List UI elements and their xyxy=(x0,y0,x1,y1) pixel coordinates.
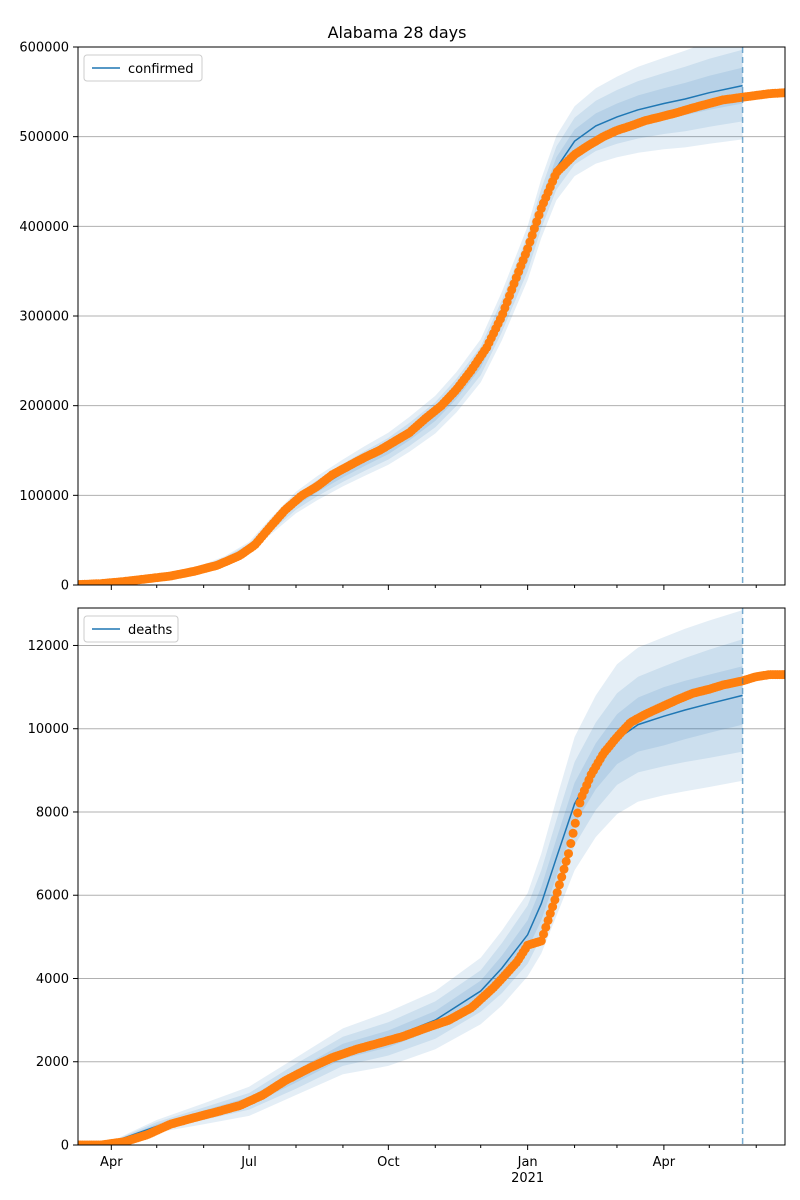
band-mid xyxy=(78,639,743,1145)
x-year-label: 2021 xyxy=(511,1171,544,1186)
observed-point xyxy=(575,798,585,808)
y-tick-label: 0 xyxy=(61,579,69,594)
observed-point xyxy=(539,929,548,939)
legend: confirmed xyxy=(83,54,203,82)
observed-point xyxy=(570,818,580,828)
y-tick-label: 500000 xyxy=(19,130,69,145)
observed-point xyxy=(545,909,555,918)
plot-area xyxy=(78,610,785,1145)
y-tick-label: 300000 xyxy=(19,310,69,325)
x-tick-label: Jul xyxy=(240,1155,257,1170)
deaths-panel: 0 2000 4000 6000 8000 10000 12000 deaths xyxy=(28,607,786,1154)
x-axis: Apr Jul Oct Jan Apr 2021 xyxy=(100,1155,676,1186)
x-tick-label: Oct xyxy=(377,1155,399,1170)
observed-point xyxy=(568,828,578,838)
observed-point xyxy=(557,872,567,882)
legend-box xyxy=(83,615,179,643)
y-tick-label: 600000 xyxy=(19,41,69,56)
y-tick-label: 10000 xyxy=(28,722,69,737)
band-inner xyxy=(78,666,743,1145)
y-tick-label: 0 xyxy=(61,1139,69,1154)
observed-point xyxy=(536,936,546,946)
y-tick-label: 8000 xyxy=(36,805,69,820)
observed-point xyxy=(566,839,576,848)
fit-line xyxy=(78,84,743,585)
observed-point xyxy=(529,224,539,234)
observed-point xyxy=(550,895,560,905)
observed-point xyxy=(552,888,562,898)
observed-point xyxy=(523,244,533,254)
y-tick-label: 4000 xyxy=(36,972,69,987)
chart-title: Alabama 28 days xyxy=(328,23,467,42)
y-tick-label: 100000 xyxy=(19,489,69,504)
x-tick-label: Apr xyxy=(653,1155,676,1170)
observed-point xyxy=(541,922,551,932)
legend: deaths xyxy=(83,615,179,643)
y-tick-label: 200000 xyxy=(19,399,69,414)
legend-label: deaths xyxy=(128,623,173,638)
plot-area xyxy=(78,47,785,585)
y-tick-label: 6000 xyxy=(36,889,69,904)
observed-point xyxy=(559,864,569,874)
confirmed-panel: 0 100000 200000 300000 400000 500000 600000 con… xyxy=(19,41,786,594)
y-tick-label: 12000 xyxy=(28,639,69,654)
band-outer xyxy=(78,610,743,1145)
observed-point xyxy=(561,856,571,866)
axes-frame xyxy=(77,46,786,586)
observed-point xyxy=(779,670,785,680)
legend-box xyxy=(83,54,203,82)
axes-frame xyxy=(77,607,786,1146)
legend-label: confirmed xyxy=(128,62,194,77)
band-mid xyxy=(78,49,743,585)
observed-points xyxy=(78,88,785,585)
observed-points xyxy=(78,670,785,1145)
x-tick-label: Jan xyxy=(517,1155,538,1170)
y-tick-label: 400000 xyxy=(19,220,69,235)
observed-point xyxy=(543,915,553,925)
observed-point xyxy=(779,88,785,98)
observed-point xyxy=(573,808,583,818)
observed-point xyxy=(548,902,558,912)
x-tick-label: Apr xyxy=(100,1155,123,1170)
y-tick-label: 2000 xyxy=(36,1055,69,1070)
observed-point xyxy=(554,880,564,890)
observed-point xyxy=(564,849,573,859)
